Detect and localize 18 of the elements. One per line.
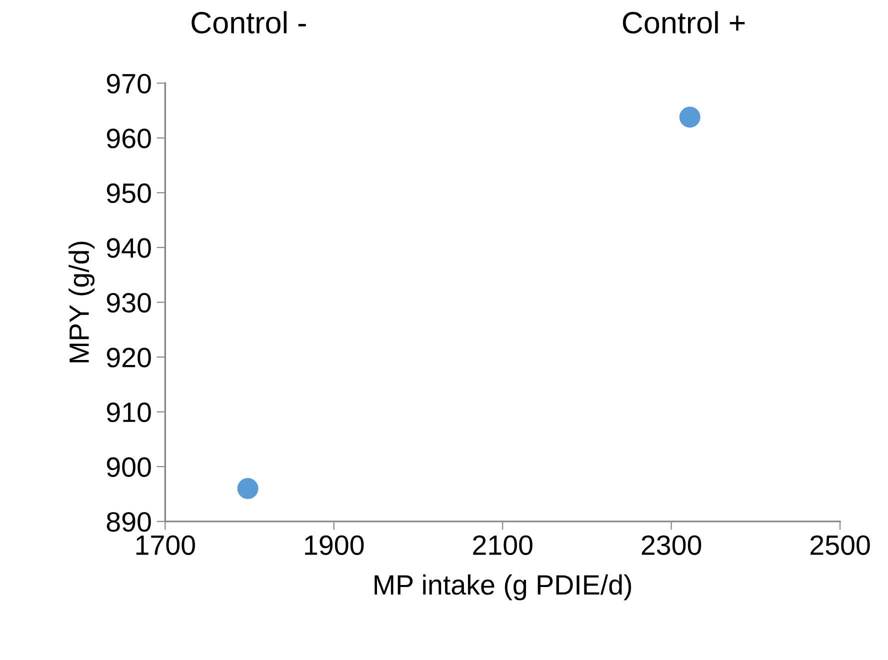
y-tick-label: 900 — [106, 457, 151, 477]
x-tick-label: 2100 — [473, 535, 532, 555]
y-tick-label: 890 — [106, 512, 151, 532]
x-tick-label: 1900 — [305, 535, 364, 555]
y-tick-label: 920 — [106, 348, 151, 368]
y-tick-label: 940 — [106, 238, 151, 258]
x-tick-label: 1700 — [136, 535, 195, 555]
x-tick-label: 2500 — [810, 535, 870, 555]
y-tick-label: 910 — [106, 402, 151, 422]
y-tick-label: 970 — [106, 74, 151, 94]
text: Control - — [192, 11, 306, 34]
y-tick-label: 950 — [106, 183, 151, 204]
x-tick-label: 2300 — [642, 535, 702, 555]
x-axis-title: MP intake (g PDIE/d) — [374, 574, 632, 600]
text: Control + — [622, 11, 745, 34]
y-axis-title: MPY (g/d) — [68, 242, 95, 362]
y-tick-label: 960 — [106, 128, 151, 148]
y-tick-label: 930 — [106, 292, 151, 313]
